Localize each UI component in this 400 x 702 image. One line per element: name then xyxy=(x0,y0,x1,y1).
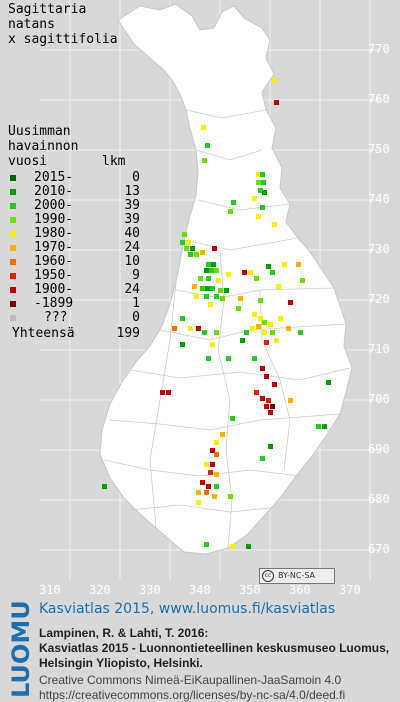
legend-col-year: vuosi xyxy=(8,154,48,169)
license-line-1: Creative Commons Nimeä-EiKaupallinen-Jaa… xyxy=(39,673,342,687)
y-tick-label: 740 xyxy=(368,192,390,206)
legend-label: 1990- xyxy=(34,212,74,227)
y-tick-label: 670 xyxy=(368,542,390,556)
legend-label: 2015- xyxy=(34,170,74,185)
legend-swatch xyxy=(10,259,16,265)
legend-total-label: Yhteensä xyxy=(12,326,75,341)
legend-label: 1950- xyxy=(34,268,74,283)
legend-total-count: 199 xyxy=(116,326,140,341)
observation-squares xyxy=(102,78,331,549)
species-name-line-1: Sagittaria xyxy=(8,2,87,17)
legend-label: -1899 xyxy=(34,296,74,311)
legend-row: 1980- 40 xyxy=(8,227,140,241)
legend-header-line-2: havainnon xyxy=(8,139,79,154)
y-tick-label: 710 xyxy=(368,342,390,356)
y-tick-label: 720 xyxy=(368,292,390,306)
y-tick-label: 760 xyxy=(368,92,390,106)
legend-label: 2010- xyxy=(34,184,74,199)
luomus-logo-text: LUOMUS xyxy=(7,600,35,698)
legend-swatch xyxy=(10,175,16,181)
legend-row: 2010- 13 xyxy=(8,185,140,199)
legend-swatch xyxy=(10,315,16,321)
x-tick-label: 330 xyxy=(139,583,161,597)
legend-row: 1970- 24 xyxy=(8,241,140,255)
legend-count: 40 xyxy=(124,226,140,241)
license-url[interactable]: https://creativecommons.org/licenses/by-… xyxy=(39,688,346,702)
creative-commons-icon: cc xyxy=(262,570,274,582)
legend-row: 2015- 0 xyxy=(8,171,140,185)
y-tick-label: 730 xyxy=(368,242,390,256)
legend-row: -1899 1 xyxy=(8,297,140,311)
legend-count: 39 xyxy=(124,212,140,227)
x-tick-label: 320 xyxy=(89,583,111,597)
x-tick-label: 340 xyxy=(189,583,211,597)
distribution-map xyxy=(40,0,380,580)
x-tick-label: 310 xyxy=(39,583,61,597)
kasviatlas-link[interactable]: Kasviatlas 2015, www.luomus.fi/kasviatla… xyxy=(39,601,336,617)
legend-header-line-1: Uusimman xyxy=(8,124,71,139)
y-tick-label: 690 xyxy=(368,442,390,456)
legend-row: 1990- 39 xyxy=(8,213,140,227)
legend-count: 0 xyxy=(132,170,140,185)
luomus-logo: LUOMUS xyxy=(7,600,35,698)
legend-row: 1960- 10 xyxy=(8,255,140,269)
citation-line-3: Helsingin Yliopisto, Helsinki. xyxy=(39,656,203,670)
legend-count: 9 xyxy=(132,268,140,283)
legend-row: 1900- 24 xyxy=(8,283,140,297)
cc-license-badge[interactable]: cc BY-NC-SA xyxy=(259,568,335,584)
legend-count: 0 xyxy=(132,310,140,325)
legend-swatch xyxy=(10,273,16,279)
legend-row: 2000- 39 xyxy=(8,199,140,213)
legend-swatch xyxy=(10,189,16,195)
legend-count: 1 xyxy=(132,296,140,311)
legend-total-row: Yhteensä 199 xyxy=(12,327,140,341)
species-name-line-2: natans xyxy=(8,17,55,32)
legend-col-count: lkm xyxy=(102,154,126,169)
y-tick-label: 700 xyxy=(368,392,390,406)
legend-swatch xyxy=(10,245,16,251)
legend-swatch xyxy=(10,203,16,209)
x-tick-label: 370 xyxy=(339,583,361,597)
citation-line-2: Kasviatlas 2015 - Luonnontieteellinen ke… xyxy=(39,641,390,655)
x-tick-label: 360 xyxy=(289,583,311,597)
legend-swatch xyxy=(10,301,16,307)
legend-label: 1970- xyxy=(34,240,74,255)
legend-count: 39 xyxy=(124,198,140,213)
legend-count: 13 xyxy=(124,184,140,199)
legend-label: 1960- xyxy=(34,254,74,269)
x-tick-label: 350 xyxy=(239,583,261,597)
legend-label: 1980- xyxy=(34,226,74,241)
y-tick-label: 770 xyxy=(368,42,390,56)
legend-label: 1900- xyxy=(34,282,74,297)
legend-count: 24 xyxy=(124,240,140,255)
legend-row: ??? 0 xyxy=(8,311,140,325)
legend-swatch xyxy=(10,217,16,223)
legend-row: 1950- 9 xyxy=(8,269,140,283)
legend-count: 10 xyxy=(124,254,140,269)
legend-swatch xyxy=(10,231,16,237)
cc-badge-text: BY-NC-SA xyxy=(278,571,316,580)
citation-line-1: Lampinen, R. & Lahti, T. 2016: xyxy=(39,626,209,640)
legend-count: 24 xyxy=(124,282,140,297)
legend-swatch xyxy=(10,287,16,293)
species-name-line-3: x sagittifolia xyxy=(8,32,118,47)
legend-label: 2000- xyxy=(34,198,74,213)
legend-label: ??? xyxy=(44,310,68,325)
y-tick-label: 680 xyxy=(368,492,390,506)
y-tick-label: 750 xyxy=(368,142,390,156)
